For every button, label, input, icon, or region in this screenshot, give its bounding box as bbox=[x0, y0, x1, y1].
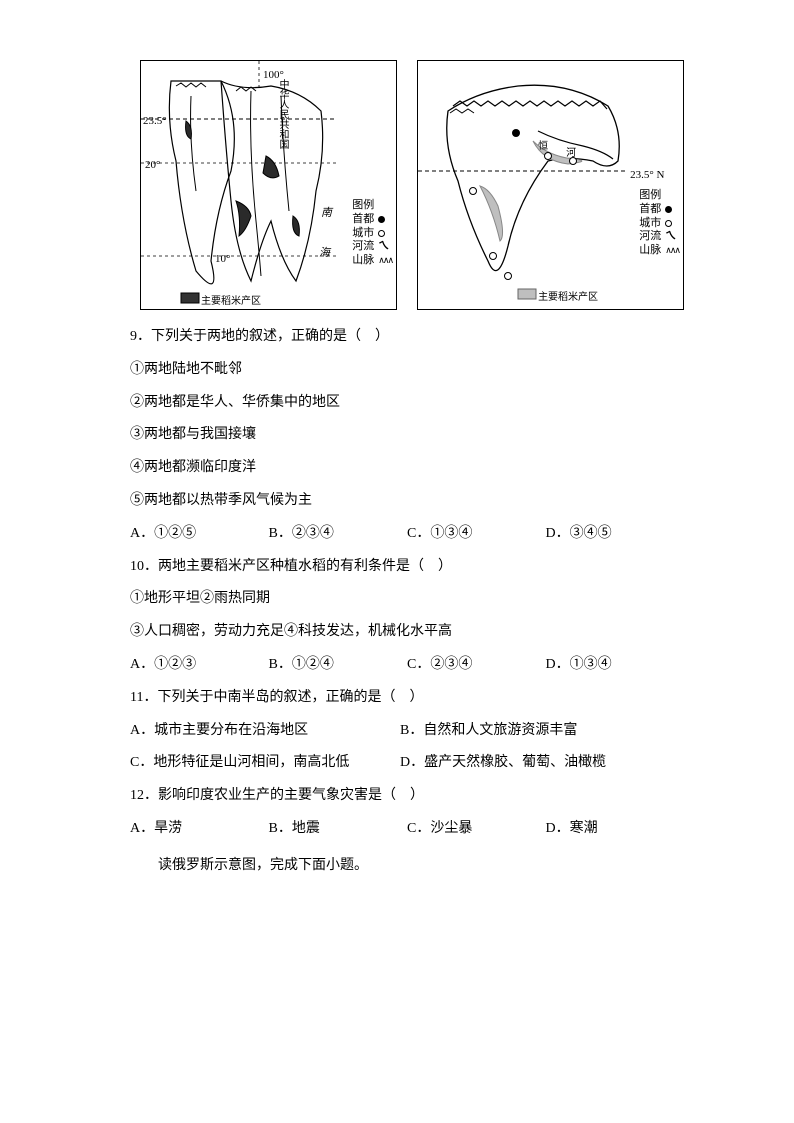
legend-mtn-label: 山脉 bbox=[352, 254, 374, 268]
river-icon-b: ㄟ bbox=[665, 230, 676, 244]
q11-a: A．城市主要分布在沿海地区 bbox=[130, 716, 400, 747]
city-icon-b bbox=[665, 220, 672, 227]
q9-a: A．①②⑤ bbox=[130, 519, 269, 550]
q11-c: C．地形特征是山河相间，南高北低 bbox=[130, 748, 400, 779]
q10-s2: ③人口稠密，劳动力充足④科技发达，机械化水平高 bbox=[130, 617, 684, 648]
q10-c: C．②③④ bbox=[407, 650, 546, 681]
q9-c: C．①③④ bbox=[407, 519, 546, 550]
mountain-icon-b: ∧∧∧ bbox=[665, 245, 679, 256]
label-heng: 恒 bbox=[538, 136, 548, 158]
q9-b: B．②③④ bbox=[269, 519, 408, 550]
label-hai: 海 bbox=[319, 241, 330, 265]
q12-options: A．旱涝 B．地震 C．沙尘暴 D．寒潮 bbox=[130, 814, 684, 845]
capital-dot bbox=[512, 129, 520, 137]
label-nan: 南 bbox=[321, 201, 332, 225]
legend-right: 图例 首都 城市 河流ㄟ 山脉 ∧∧∧ bbox=[639, 189, 679, 258]
legend-river-label: 河流 bbox=[352, 240, 374, 254]
label-he: 河 bbox=[566, 143, 576, 165]
instruction: 读俄罗斯示意图，完成下面小题。 bbox=[130, 851, 684, 882]
q9-s3: ③两地都与我国接壤 bbox=[130, 420, 684, 451]
legend-title-b: 图例 bbox=[639, 189, 679, 203]
q10-b: B．①②④ bbox=[269, 650, 408, 681]
legend-city-label: 城市 bbox=[352, 227, 374, 241]
q12-b: B．地震 bbox=[269, 814, 408, 845]
q12-d: D．寒潮 bbox=[546, 814, 685, 845]
q12-stem: 12．影响印度农业生产的主要气象灾害是（ ） bbox=[130, 781, 684, 812]
q9-stem: 9．下列关于两地的叙述，正确的是（ ） bbox=[130, 322, 684, 353]
q9-s2: ②两地都是华人、华侨集中的地区 bbox=[130, 388, 684, 419]
legend-left: 图例 首都 城市 河流ㄟ 山脉 ∧∧∧ bbox=[352, 199, 392, 268]
city-icon bbox=[378, 230, 385, 237]
label-lat235n: 23.5° N bbox=[630, 163, 664, 187]
label-lat235: 23.5° bbox=[143, 109, 167, 133]
label-lat10: 10° bbox=[215, 247, 230, 271]
capital-icon-b bbox=[665, 206, 672, 213]
q11-stem: 11．下列关于中南半岛的叙述，正确的是（ ） bbox=[130, 683, 684, 714]
mountain-icon: ∧∧∧ bbox=[378, 255, 392, 266]
map-right: 23.5° N 恒 河 主要稻米产区 图例 首都 城市 河流ㄟ 山脉 ∧∧∧ bbox=[417, 60, 684, 310]
q10-a: A．①②③ bbox=[130, 650, 269, 681]
q11-d: D．盛产天然橡胶、葡萄、油橄榄 bbox=[400, 748, 670, 779]
q10-d: D．①③④ bbox=[546, 650, 685, 681]
river-icon: ㄟ bbox=[378, 240, 389, 254]
q9-d: D．③④⑤ bbox=[546, 519, 685, 550]
label-rice-b: 主要稻米产区 bbox=[538, 287, 598, 309]
q11-options-1: A．城市主要分布在沿海地区 B．自然和人文旅游资源丰富 bbox=[130, 716, 684, 747]
label-rice-a: 主要稻米产区 bbox=[201, 291, 261, 313]
capital-icon bbox=[378, 216, 385, 223]
q9-s5: ⑤两地都以热带季风气候为主 bbox=[130, 486, 684, 517]
q10-s1: ①地形平坦②雨热同期 bbox=[130, 584, 684, 615]
q12-c: C．沙尘暴 bbox=[407, 814, 546, 845]
legend-capital-label: 首都 bbox=[352, 213, 374, 227]
maps-figure: 100° 23.5° 20° 10° 中华人民共和国 南 海 主要稻米产区 图例… bbox=[130, 60, 684, 310]
q9-s4: ④两地都濒临印度洋 bbox=[130, 453, 684, 484]
legend-capital-b: 首都 bbox=[639, 203, 661, 217]
legend-mtn-b: 山脉 bbox=[639, 244, 661, 258]
q10-options: A．①②③ B．①②④ C．②③④ D．①③④ bbox=[130, 650, 684, 681]
q11-b: B．自然和人文旅游资源丰富 bbox=[400, 716, 670, 747]
q11-options-2: C．地形特征是山河相间，南高北低 D．盛产天然橡胶、葡萄、油橄榄 bbox=[130, 748, 684, 779]
q9-options: A．①②⑤ B．②③④ C．①③④ D．③④⑤ bbox=[130, 519, 684, 550]
q9-s1: ①两地陆地不毗邻 bbox=[130, 355, 684, 386]
legend-river-b: 河流 bbox=[639, 230, 661, 244]
label-china: 中华人民共和国 bbox=[271, 79, 293, 149]
q10-stem: 10．两地主要稻米产区种植水稻的有利条件是（ ） bbox=[130, 552, 684, 583]
legend-city-b: 城市 bbox=[639, 217, 661, 231]
legend-title: 图例 bbox=[352, 199, 392, 213]
map-left: 100° 23.5° 20° 10° 中华人民共和国 南 海 主要稻米产区 图例… bbox=[140, 60, 397, 310]
q12-a: A．旱涝 bbox=[130, 814, 269, 845]
label-lat20: 20° bbox=[145, 153, 160, 177]
